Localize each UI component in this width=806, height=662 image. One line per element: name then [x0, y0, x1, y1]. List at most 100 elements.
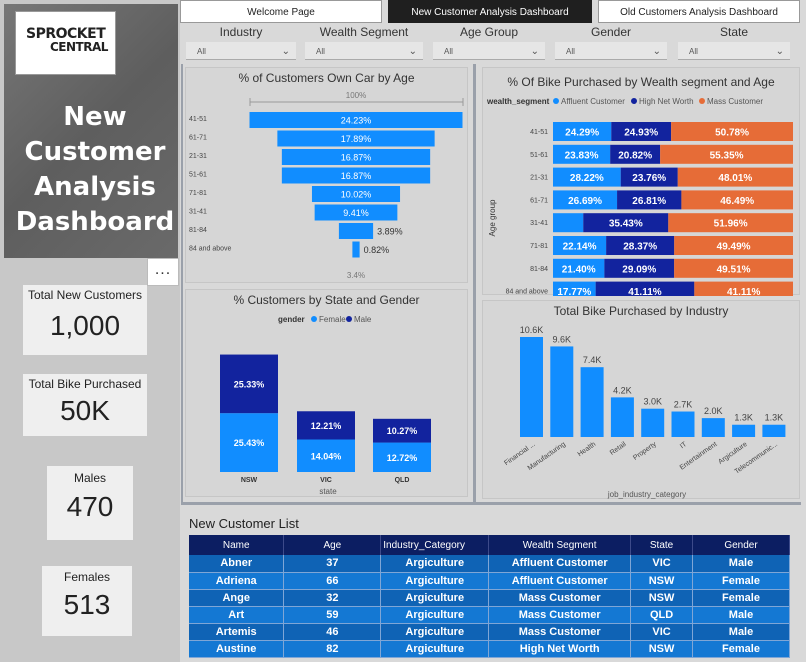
stacked-bar-segment[interactable] — [553, 167, 621, 187]
funnel-bar[interactable] — [277, 130, 435, 147]
kpi-males: Males 470 — [47, 466, 133, 540]
tab-welcome-page[interactable]: Welcome Page — [180, 0, 382, 23]
stacked-bar-segment[interactable] — [620, 167, 678, 187]
stacked-bar-segment[interactable] — [677, 167, 793, 187]
column-header-name[interactable]: Name — [189, 535, 285, 555]
table-cell: VIC — [630, 623, 694, 641]
stacked-bar-segment[interactable] — [660, 144, 793, 164]
stacked-bar-segment[interactable] — [610, 144, 661, 164]
column-header-gender[interactable]: Gender — [692, 535, 790, 555]
stacked-bar-segment[interactable] — [595, 281, 695, 296]
data-label: 28.37% — [623, 242, 657, 253]
filter-select[interactable]: All ⌄ — [433, 42, 545, 60]
filter-gender[interactable]: Gender All ⌄ — [555, 24, 667, 64]
stacked-bar-segment[interactable] — [553, 122, 612, 141]
data-label: 26.69% — [568, 196, 602, 207]
data-label: 10.27% — [387, 426, 418, 436]
tab-new-customer-analysis[interactable]: New Customer Analysis Dashboard — [388, 0, 592, 23]
stacked-bar-segment[interactable] — [694, 281, 793, 296]
column-bar[interactable] — [580, 367, 604, 437]
stacked-bar-segment[interactable] — [606, 236, 675, 255]
stacked-bar-segment[interactable] — [674, 258, 793, 278]
stacked-bar-segment[interactable] — [674, 236, 793, 255]
legend-item: Mass Customer — [707, 97, 763, 106]
kpi-label: Females — [63, 570, 110, 584]
kpi-label: Total Bike Purchased — [28, 377, 142, 391]
stacked-bar-segment[interactable] — [553, 213, 584, 233]
stacked-bar-segment[interactable] — [553, 144, 611, 164]
table-row[interactable]: Austine 82 Argiculture High Net Worth NSW Fem… — [189, 640, 790, 658]
filter-age-group[interactable]: Age Group All ⌄ — [433, 24, 545, 64]
stacked-bar-segment[interactable] — [553, 236, 607, 255]
chart-title: % of Customers Own Car by Age — [238, 71, 415, 85]
funnel-bar[interactable] — [352, 241, 360, 258]
filter-industry[interactable]: Industry All ⌄ — [186, 24, 296, 64]
column-bar[interactable] — [520, 337, 543, 437]
table-row[interactable]: Abner 37 Argiculture Affluent Customer VIC Ma… — [189, 555, 790, 573]
table-cell: Argiculture — [380, 606, 490, 624]
category-label: 71-81 — [530, 243, 548, 250]
stacked-bar-segment[interactable] — [611, 122, 672, 141]
funnel-bar[interactable] — [314, 204, 398, 221]
category-label: NSW — [241, 477, 258, 484]
stacked-column-segment[interactable] — [373, 418, 431, 443]
data-label: 0.82% — [364, 245, 390, 255]
more-options-icon[interactable]: ... — [147, 258, 179, 286]
data-label: 49.49% — [717, 242, 751, 253]
filter-select[interactable]: All ⌄ — [305, 42, 423, 60]
funnel-bar[interactable] — [281, 149, 431, 165]
funnel-bar[interactable] — [338, 223, 374, 239]
table-row[interactable]: Adriena 66 Argiculture Affluent Customer NSW… — [189, 572, 790, 590]
stacked-bar-segment[interactable] — [668, 213, 793, 233]
funnel-bar[interactable] — [311, 186, 401, 202]
table-row[interactable]: Ange 32 Argiculture Mass Customer NSW Female — [189, 589, 790, 607]
stacked-column-segment[interactable] — [220, 354, 278, 414]
filter-value: All — [444, 47, 453, 56]
category-label: 41-51 — [189, 116, 207, 123]
column-bar[interactable] — [732, 424, 756, 437]
stacked-bar-segment[interactable] — [583, 213, 669, 233]
filter-state[interactable]: State All ⌄ — [678, 24, 790, 64]
table-row[interactable]: Art 59 Argiculture Mass Customer QLD Male — [189, 606, 790, 624]
column-bar[interactable] — [701, 418, 725, 437]
column-header-state[interactable]: State — [630, 535, 694, 555]
stacked-bar-segment[interactable] — [617, 190, 682, 210]
stacked-bar-segment[interactable] — [553, 281, 596, 296]
funnel-bar[interactable] — [249, 112, 463, 128]
data-label: 23.76% — [632, 173, 666, 184]
data-label: 1.3K — [734, 413, 753, 423]
stacked-column-segment[interactable] — [373, 442, 431, 472]
tab-old-customers-analysis[interactable]: Old Customers Analysis Dashboard — [598, 0, 800, 23]
filter-wealth-segment[interactable]: Wealth Segment All ⌄ — [305, 24, 423, 64]
column-bar[interactable] — [762, 424, 786, 437]
table-cell: Austine — [189, 640, 285, 658]
column-bar[interactable] — [550, 346, 574, 437]
filter-select[interactable]: All ⌄ — [678, 42, 790, 60]
column-header-industry[interactable]: Industry_Category — [380, 535, 490, 555]
customer-table: Name Age Industry_Category Wealth Segmen… — [189, 535, 790, 658]
kpi-total-new-customers: Total New Customers 1,000 — [23, 285, 147, 355]
chevron-down-icon: ⌄ — [408, 46, 417, 57]
stacked-bar-segment[interactable] — [681, 190, 793, 210]
table-cell: Ange — [189, 589, 285, 607]
stacked-bar-segment[interactable] — [604, 258, 675, 278]
column-bar[interactable] — [641, 408, 665, 437]
column-bar[interactable] — [671, 411, 695, 437]
column-header-wealth[interactable]: Wealth Segment — [488, 535, 632, 555]
data-label: 4.2K — [613, 385, 632, 395]
filter-select[interactable]: All ⌄ — [186, 42, 296, 60]
category-label: 51-61 — [189, 172, 207, 179]
stacked-column-segment[interactable] — [220, 413, 278, 472]
filter-select[interactable]: All ⌄ — [555, 42, 667, 60]
table-cell: 66 — [283, 572, 382, 590]
column-bar[interactable] — [610, 397, 634, 437]
stacked-column-segment[interactable] — [297, 411, 355, 440]
stacked-bar-segment[interactable] — [671, 122, 793, 141]
legend-item: Affluent Customer — [561, 97, 625, 106]
stacked-bar-segment[interactable] — [553, 258, 605, 278]
stacked-column-segment[interactable] — [297, 439, 355, 472]
stacked-bar-segment[interactable] — [553, 190, 618, 210]
table-row[interactable]: Artemis 46 Argiculture Mass Customer VIC Male — [189, 623, 790, 641]
column-header-age[interactable]: Age — [283, 535, 382, 555]
funnel-bar[interactable] — [281, 167, 431, 184]
